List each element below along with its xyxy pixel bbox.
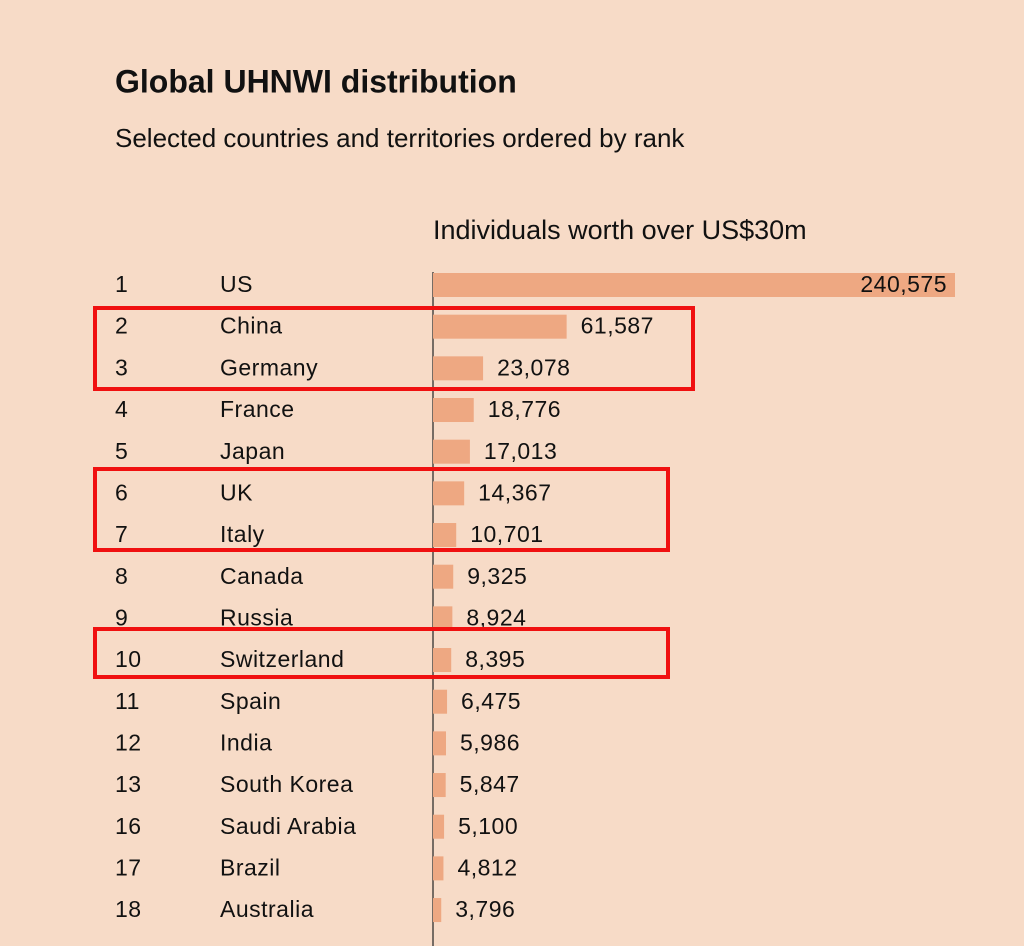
value-label: 14,367 — [478, 479, 551, 505]
value-label: 18,776 — [488, 396, 561, 422]
category-label: South Korea — [220, 771, 353, 797]
highlight-box — [93, 306, 695, 391]
category-label: US — [220, 271, 253, 297]
value-label: 17,013 — [484, 438, 557, 464]
category-label: Spain — [220, 688, 281, 714]
bar — [433, 523, 457, 548]
rank-label: 13 — [115, 771, 142, 797]
rank-label: 9 — [115, 604, 128, 630]
value-label: 8,395 — [465, 646, 525, 672]
value-label: 5,100 — [458, 813, 518, 839]
rank-label: 12 — [115, 729, 142, 755]
highlight-box — [93, 627, 670, 679]
bar — [433, 481, 465, 506]
category-label: Italy — [220, 521, 265, 547]
rows: 1 US 240,575 2 China 61,587 3 Germany 23,078 4 Fra… — [115, 271, 955, 922]
rank-label: 5 — [115, 438, 128, 464]
bar — [433, 314, 567, 339]
bar — [433, 273, 955, 297]
value-label: 3,796 — [455, 896, 515, 922]
bar — [433, 398, 474, 423]
category-label: Russia — [220, 604, 293, 630]
bar — [433, 814, 445, 839]
category-label: China — [220, 313, 283, 339]
value-label: 9,325 — [467, 563, 527, 589]
bar — [433, 606, 453, 631]
chart-title: Global UHNWI distribution — [115, 63, 517, 99]
category-label: Germany — [220, 354, 318, 380]
bar — [433, 439, 470, 464]
bar — [433, 689, 448, 714]
category-label: France — [220, 396, 295, 422]
category-label: Canada — [220, 563, 304, 589]
bar — [433, 648, 452, 673]
value-label: 61,587 — [581, 313, 654, 339]
rank-label: 8 — [115, 563, 128, 589]
category-label: Switzerland — [220, 646, 344, 672]
rank-label: 17 — [115, 854, 142, 880]
category-label: Saudi Arabia — [220, 813, 356, 839]
rank-label: 3 — [115, 354, 128, 380]
rank-label: 10 — [115, 646, 142, 672]
bar — [433, 356, 484, 381]
category-label: Australia — [220, 896, 314, 922]
value-label: 5,847 — [460, 771, 520, 797]
highlight-box — [93, 467, 670, 552]
rank-label: 11 — [115, 688, 140, 714]
bar — [433, 773, 446, 798]
category-label: Japan — [220, 438, 285, 464]
rank-label: 4 — [115, 396, 128, 422]
value-label: 240,575 — [860, 271, 947, 297]
bar — [433, 731, 446, 756]
value-label: 23,078 — [497, 354, 570, 380]
category-label: India — [220, 729, 272, 755]
category-label: Brazil — [220, 854, 281, 880]
value-label: 8,924 — [466, 604, 526, 630]
value-label: 10,701 — [470, 521, 543, 547]
value-label: 5,986 — [460, 729, 520, 755]
bar — [433, 856, 444, 881]
rank-label: 1 — [115, 271, 128, 297]
rank-label: 18 — [115, 896, 142, 922]
bar — [433, 898, 442, 923]
chart-subtitle: Selected countries and territories order… — [115, 123, 685, 153]
rank-label: 6 — [115, 479, 128, 505]
rank-label: 7 — [115, 521, 128, 547]
rank-label: 2 — [115, 313, 128, 339]
value-label: 4,812 — [457, 854, 517, 880]
bar — [433, 564, 454, 589]
axis-title: Individuals worth over US$30m — [433, 215, 807, 245]
category-label: UK — [220, 479, 253, 505]
value-label: 6,475 — [461, 688, 521, 714]
rank-label: 16 — [115, 813, 142, 839]
